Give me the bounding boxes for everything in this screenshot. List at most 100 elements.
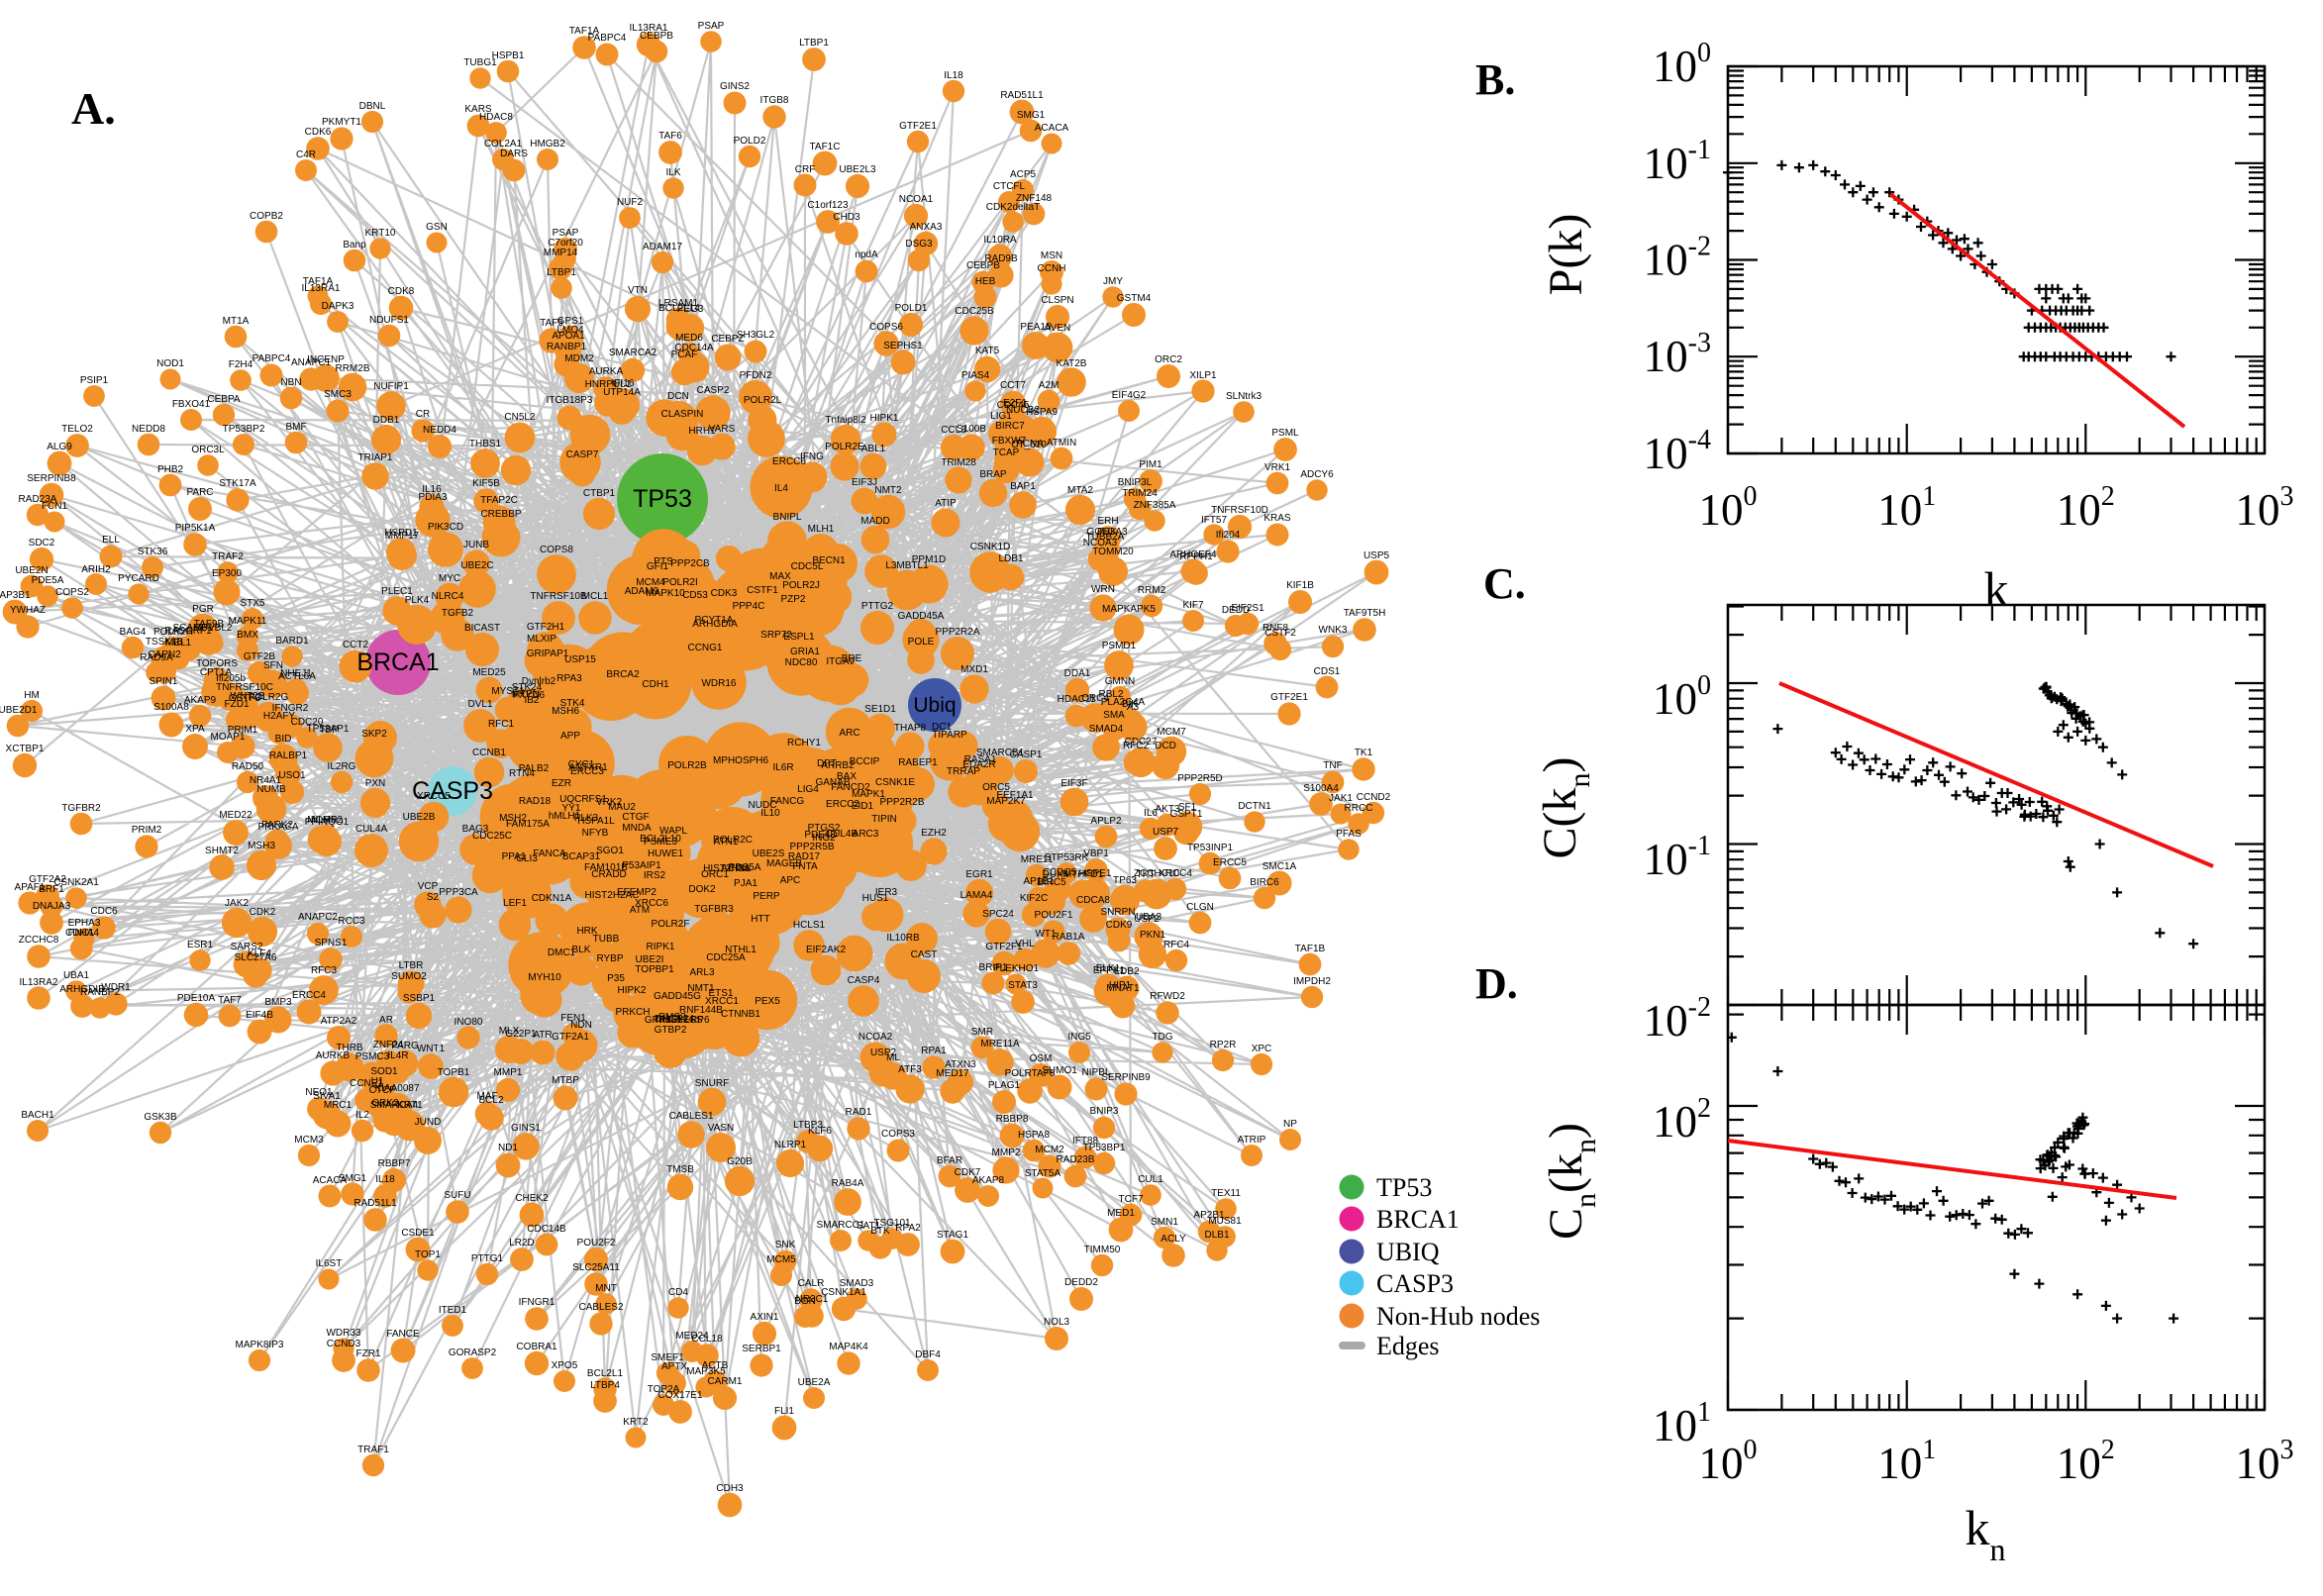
- svg-text:NCOA2: NCOA2: [858, 1032, 893, 1043]
- svg-text:CCNH: CCNH: [1038, 263, 1066, 274]
- svg-text:STK36: STK36: [138, 547, 168, 557]
- svg-text:DLB1: DLB1: [1204, 1230, 1229, 1241]
- svg-text:RAD18: RAD18: [519, 796, 552, 807]
- svg-text:Ifi204: Ifi204: [1216, 530, 1241, 541]
- svg-text:ZCCHC8: ZCCHC8: [19, 935, 59, 946]
- svg-text:ITGB18P3: ITGB18P3: [547, 395, 593, 406]
- svg-text:STAG1: STAG1: [937, 1230, 968, 1241]
- svg-text:RAB4A: RAB4A: [832, 1178, 864, 1189]
- svg-text:WDR1: WDR1: [101, 982, 131, 993]
- svg-text:RNF8: RNF8: [1262, 623, 1289, 634]
- svg-text:NMT1: NMT1: [687, 983, 715, 994]
- svg-text:HIPK2: HIPK2: [618, 985, 647, 996]
- svg-text:CASP2: CASP2: [697, 385, 730, 396]
- svg-text:ALG9: ALG9: [47, 442, 72, 452]
- svg-text:CREBBP: CREBBP: [480, 509, 521, 520]
- svg-text:GTF2E1: GTF2E1: [899, 121, 937, 132]
- svg-text:JMY: JMY: [1103, 276, 1123, 287]
- svg-text:CLASPIN: CLASPIN: [661, 409, 704, 420]
- svg-text:BCL2: BCL2: [478, 1095, 503, 1106]
- svg-text:TIPIN: TIPIN: [871, 814, 897, 825]
- svg-text:BMP3: BMP3: [264, 997, 292, 1008]
- svg-text:PPP4C: PPP4C: [733, 601, 765, 612]
- svg-text:KARS: KARS: [464, 104, 492, 115]
- svg-text:GRIPAP1: GRIPAP1: [527, 648, 569, 659]
- svg-text:TELO2: TELO2: [61, 424, 93, 435]
- svg-text:UBE2I: UBE2I: [636, 954, 664, 965]
- svg-text:TIPARP: TIPARP: [932, 730, 967, 741]
- svg-text:IL18: IL18: [375, 1174, 395, 1185]
- svg-text:UTP14A: UTP14A: [603, 387, 641, 398]
- svg-text:PPP2R5D: PPP2R5D: [1177, 773, 1223, 784]
- svg-text:GSTM4: GSTM4: [1117, 293, 1152, 304]
- svg-text:MLX: MLX: [499, 1026, 520, 1037]
- svg-text:PPP2R5B: PPP2R5B: [789, 842, 834, 852]
- svg-text:SERPINB8: SERPINB8: [27, 473, 76, 484]
- svg-text:DDB1: DDB1: [373, 415, 400, 426]
- svg-text:PPP2R2B: PPP2R2B: [879, 797, 924, 808]
- svg-text:MNT: MNT: [595, 1283, 617, 1294]
- svg-text:BCL2L10: BCL2L10: [640, 834, 681, 845]
- svg-text:MOAP1: MOAP1: [210, 732, 245, 743]
- svg-text:HCLS1: HCLS1: [793, 920, 826, 931]
- svg-text:IFI16: IFI16: [612, 378, 635, 389]
- svg-text:SUMO2: SUMO2: [391, 971, 427, 982]
- svg-text:RASGRF1: RASGRF1: [164, 626, 212, 637]
- svg-text:AR: AR: [379, 1015, 393, 1026]
- svg-text:PALB2: PALB2: [519, 763, 550, 774]
- svg-text:GADD45A: GADD45A: [898, 611, 945, 622]
- svg-text:NR4A1: NR4A1: [250, 775, 282, 786]
- svg-text:CDS1: CDS1: [1314, 666, 1341, 677]
- svg-text:TRIM28: TRIM28: [941, 457, 976, 468]
- svg-text:ITGB8: ITGB8: [760, 95, 789, 106]
- svg-text:CTCF: CTCF: [369, 1085, 396, 1096]
- svg-text:BARD1: BARD1: [275, 636, 309, 647]
- svg-text:CASP3: CASP3: [412, 777, 493, 805]
- svg-text:MCM5: MCM5: [766, 1254, 796, 1265]
- svg-text:EGR1: EGR1: [965, 869, 993, 880]
- svg-text:EID1: EID1: [852, 801, 874, 812]
- svg-text:COL2A1: COL2A1: [484, 139, 523, 150]
- svg-text:APAF1: APAF1: [15, 882, 46, 893]
- svg-text:AKAP9: AKAP9: [184, 695, 217, 706]
- svg-text:USP7: USP7: [1153, 827, 1179, 838]
- svg-text:RCHY1: RCHY1: [787, 738, 821, 748]
- svg-text:ACACA: ACACA: [313, 1175, 348, 1186]
- svg-text:UQCRFS1: UQCRFS1: [559, 794, 607, 805]
- svg-text:CDK6: CDK6: [305, 127, 332, 138]
- svg-text:COX17E1: COX17E1: [657, 1390, 702, 1401]
- svg-text:CCDC5: CCDC5: [1043, 867, 1077, 878]
- svg-text:CCL3: CCL3: [941, 425, 966, 436]
- svg-text:HM: HM: [24, 690, 40, 701]
- svg-text:WNT1: WNT1: [417, 1044, 446, 1054]
- svg-text:BCCIP: BCCIP: [850, 756, 880, 767]
- svg-text:NMT2: NMT2: [874, 485, 902, 496]
- svg-text:TFAP2C: TFAP2C: [480, 495, 518, 506]
- svg-text:SMG1: SMG1: [1017, 110, 1046, 121]
- svg-text:BRCA1: BRCA1: [356, 648, 439, 676]
- svg-text:MTBP: MTBP: [552, 1075, 579, 1086]
- svg-text:S100A4: S100A4: [1303, 783, 1339, 794]
- svg-text:TOPBP1: TOPBP1: [635, 964, 674, 975]
- svg-text:EFEMP2: EFEMP2: [617, 887, 656, 898]
- svg-text:CDK3: CDK3: [711, 588, 738, 599]
- svg-text:CDC14B: CDC14B: [527, 1224, 566, 1235]
- svg-text:MAU2: MAU2: [608, 802, 636, 813]
- svg-text:LIG4: LIG4: [797, 784, 819, 795]
- svg-text:TSSK1B: TSSK1B: [146, 637, 184, 648]
- svg-text:CCT2: CCT2: [343, 640, 369, 650]
- svg-text:MAPKAPK5: MAPKAPK5: [1102, 604, 1156, 615]
- svg-text:INCENP: INCENP: [307, 354, 345, 365]
- svg-text:CTGF: CTGF: [622, 812, 649, 823]
- svg-text:EDA2R: EDA2R: [962, 759, 995, 770]
- svg-text:hMLH1: hMLH1: [549, 811, 581, 822]
- svg-text:PLEKHO1: PLEKHO1: [993, 963, 1040, 974]
- svg-text:BID: BID: [275, 734, 292, 745]
- svg-text:PDS5A: PDS5A: [729, 862, 761, 873]
- svg-text:DARS: DARS: [500, 149, 528, 159]
- svg-text:S100B: S100B: [957, 424, 986, 435]
- svg-text:TIMM50: TIMM50: [1084, 1245, 1121, 1255]
- svg-text:WRN: WRN: [1091, 584, 1115, 595]
- svg-text:CRADD: CRADD: [591, 869, 627, 880]
- svg-text:CASP1: CASP1: [1010, 749, 1043, 760]
